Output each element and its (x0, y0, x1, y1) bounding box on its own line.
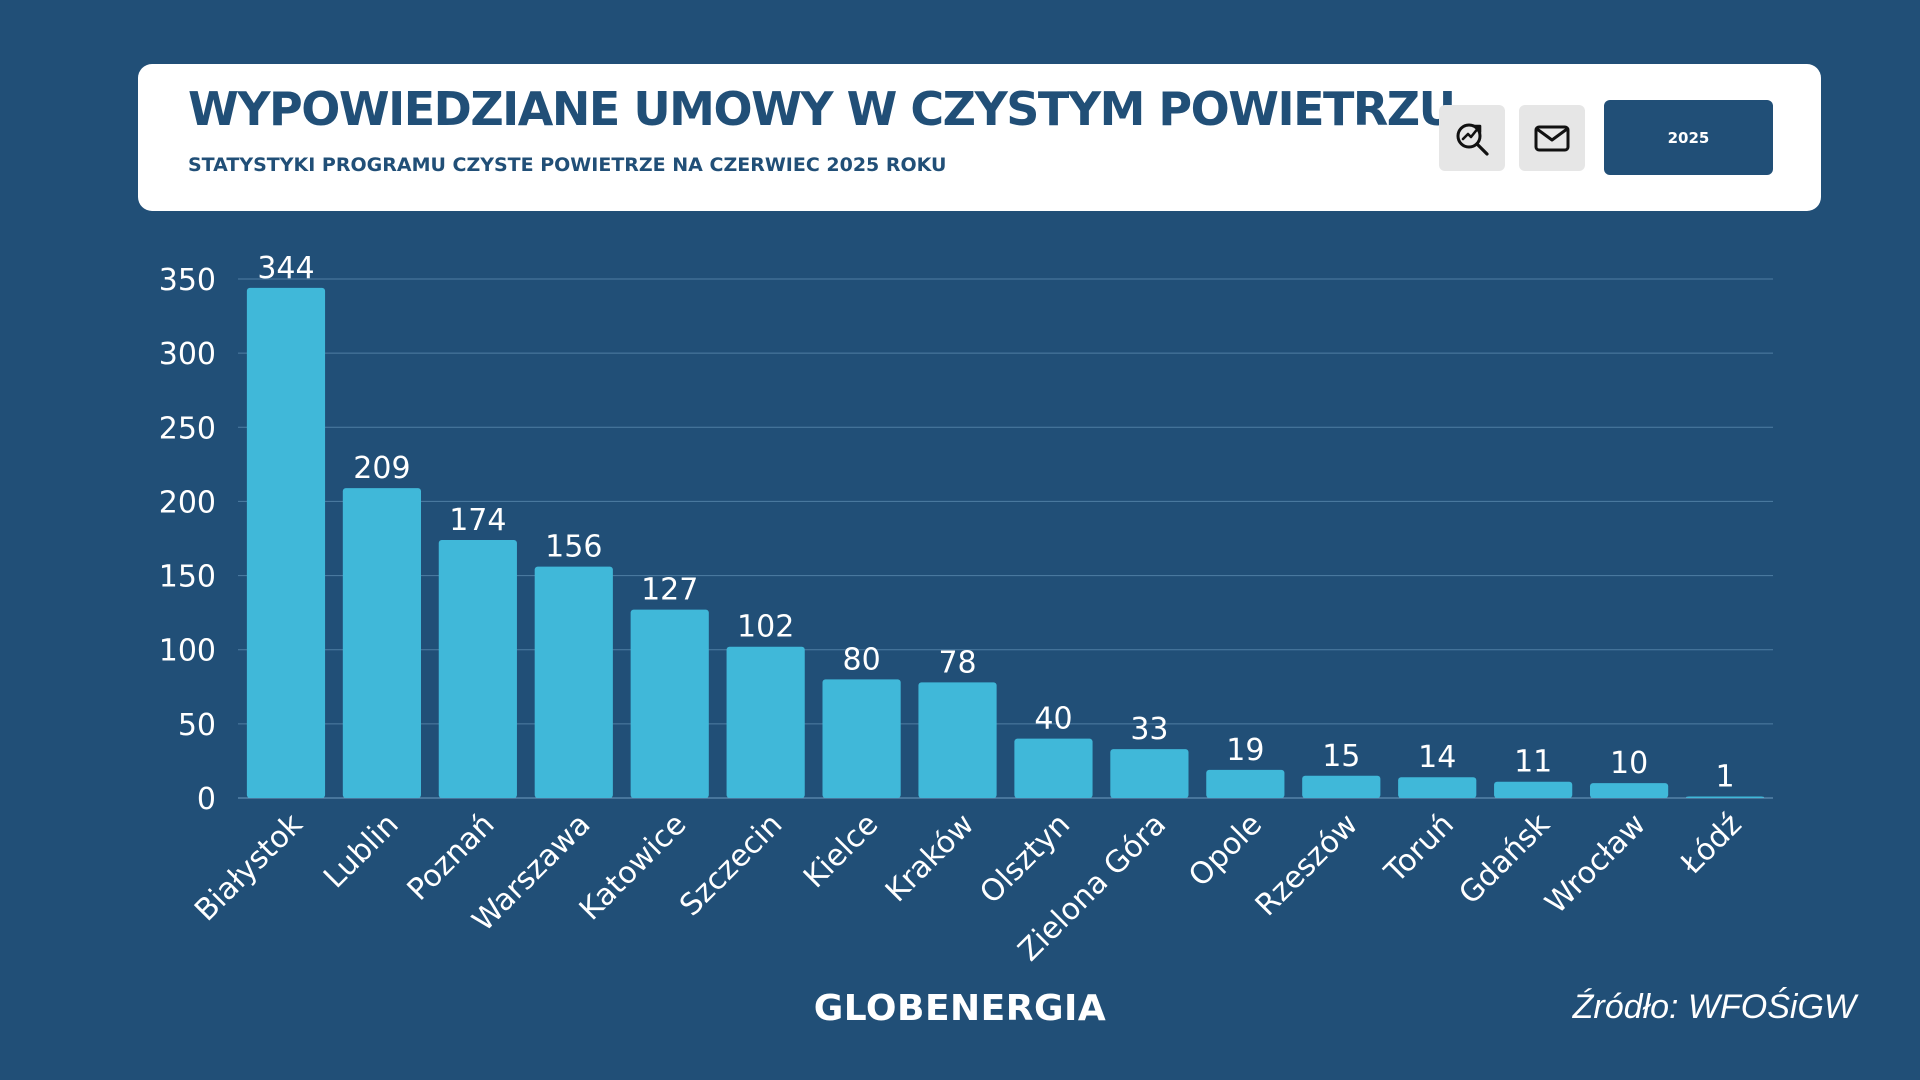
y-tick-label: 250 (159, 411, 216, 446)
x-tick-label: Katowice (573, 807, 694, 928)
brand-logo: GLOBENERGIA (813, 988, 1107, 1029)
data-label: 127 (641, 573, 698, 608)
bar (1589, 783, 1669, 798)
bar (918, 682, 997, 798)
data-label: 78 (938, 645, 976, 680)
data-label: 33 (1130, 712, 1168, 747)
bar (246, 287, 326, 798)
bar (1398, 777, 1477, 798)
bar (1302, 775, 1381, 798)
bar (1494, 781, 1573, 798)
y-tick-label: 300 (159, 337, 216, 372)
data-label: 102 (737, 610, 794, 645)
data-label: 11 (1514, 745, 1552, 780)
bar (1206, 769, 1285, 798)
y-tick-label: 200 (159, 485, 216, 520)
mail-button[interactable] (1519, 105, 1585, 171)
bar (726, 646, 805, 798)
bar (1014, 738, 1093, 798)
header-card: WYPOWIEDZIANE UMOWY W CZYSTYM POWIETRZU … (138, 64, 1821, 211)
y-tick-label: 0 (197, 782, 216, 817)
bar (438, 539, 517, 798)
bar (534, 566, 613, 798)
data-label: 10 (1610, 746, 1648, 781)
bar (1110, 749, 1189, 798)
data-label: 19 (1226, 733, 1264, 768)
y-tick-label: 100 (159, 634, 216, 669)
y-tick-label: 50 (178, 708, 216, 743)
bar (630, 609, 709, 798)
x-tick-label: Lublin (317, 807, 405, 895)
bar (1685, 796, 1765, 798)
bar (342, 488, 422, 798)
data-label: 156 (545, 530, 602, 565)
data-label: 174 (449, 503, 506, 538)
data-label: 344 (257, 251, 314, 286)
search-chart-button[interactable] (1439, 105, 1505, 171)
data-label: 15 (1322, 739, 1360, 774)
x-tick-label: Szczecin (673, 807, 789, 923)
data-label: 1 (1715, 760, 1734, 795)
search-chart-icon (1456, 123, 1489, 156)
x-tick-label: Wrocław (1539, 807, 1653, 921)
page-title: WYPOWIEDZIANE UMOWY W CZYSTYM POWIETRZU (188, 82, 1456, 136)
data-label: 40 (1034, 702, 1072, 737)
mail-icon (1534, 125, 1570, 152)
x-tick-label: Toruń (1377, 807, 1460, 890)
x-tick-label: Białystok (188, 806, 310, 928)
page-subtitle: STATYSTYKI PROGRAMU CZYSTE POWIETRZE NA … (188, 154, 947, 176)
bar (822, 679, 901, 798)
data-label: 14 (1418, 740, 1456, 775)
year-button[interactable]: 2025 (1604, 100, 1773, 175)
y-tick-label: 150 (159, 560, 216, 595)
x-tick-label: Kraków (879, 807, 981, 909)
x-tick-label: Łódź (1674, 807, 1749, 882)
x-tick-label: Kielce (797, 807, 885, 895)
data-label: 209 (353, 451, 410, 486)
data-label: 80 (843, 642, 881, 677)
x-tick-label: Rzeszów (1249, 807, 1365, 923)
source-note: Źródło: WFOŚiGW (1572, 988, 1856, 1026)
x-tick-label: Opole (1182, 807, 1269, 894)
y-tick-label: 350 (159, 263, 216, 298)
